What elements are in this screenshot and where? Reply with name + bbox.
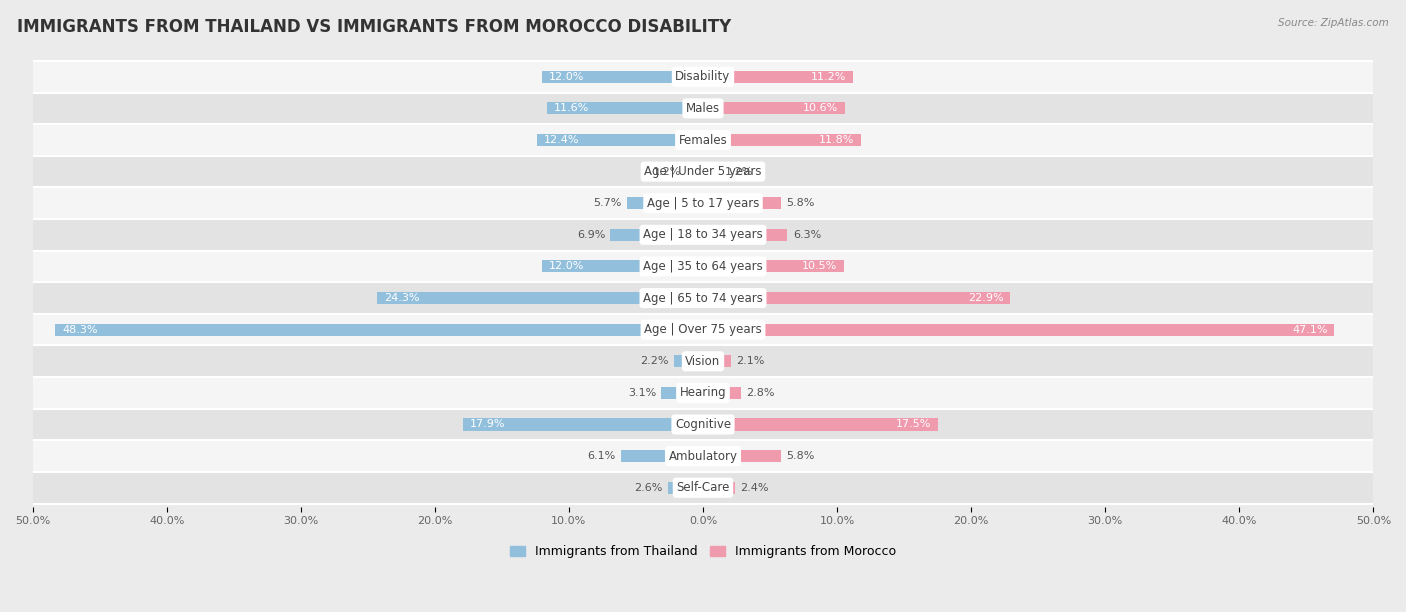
Bar — [537, 134, 703, 146]
Bar — [543, 71, 703, 83]
Text: 10.6%: 10.6% — [803, 103, 838, 113]
Bar — [377, 292, 703, 304]
Text: 6.1%: 6.1% — [588, 451, 616, 461]
Text: 48.3%: 48.3% — [62, 325, 97, 335]
Bar — [32, 346, 1374, 377]
Bar — [703, 71, 853, 83]
Text: Disability: Disability — [675, 70, 731, 83]
Bar — [703, 387, 741, 399]
Bar — [32, 440, 1374, 472]
Text: Vision: Vision — [685, 355, 721, 368]
Bar — [703, 197, 780, 209]
Bar — [703, 261, 844, 272]
Text: 1.2%: 1.2% — [654, 166, 682, 177]
Text: 24.3%: 24.3% — [384, 293, 419, 303]
Bar — [463, 419, 703, 430]
Bar — [703, 450, 780, 462]
Bar — [703, 134, 862, 146]
Text: 3.1%: 3.1% — [628, 388, 657, 398]
Text: 17.9%: 17.9% — [470, 419, 505, 430]
Text: 6.9%: 6.9% — [576, 230, 605, 240]
Bar — [55, 324, 703, 335]
Text: Hearing: Hearing — [679, 386, 727, 400]
Text: Self-Care: Self-Care — [676, 481, 730, 494]
Text: 47.1%: 47.1% — [1292, 325, 1327, 335]
Text: 5.8%: 5.8% — [786, 198, 814, 208]
Text: 2.1%: 2.1% — [737, 356, 765, 366]
Bar — [661, 387, 703, 399]
Bar — [543, 261, 703, 272]
Text: 2.4%: 2.4% — [741, 483, 769, 493]
Text: Age | Under 5 years: Age | Under 5 years — [644, 165, 762, 178]
Bar — [32, 409, 1374, 440]
Text: 2.2%: 2.2% — [640, 356, 668, 366]
Text: 10.5%: 10.5% — [801, 261, 837, 272]
Bar — [32, 61, 1374, 92]
Bar — [32, 156, 1374, 187]
Bar — [673, 356, 703, 367]
Bar — [703, 102, 845, 114]
Text: Ambulatory: Ambulatory — [668, 450, 738, 463]
Text: Source: ZipAtlas.com: Source: ZipAtlas.com — [1278, 18, 1389, 28]
Bar — [32, 282, 1374, 314]
Bar — [547, 102, 703, 114]
Text: 2.6%: 2.6% — [634, 483, 662, 493]
Bar — [621, 450, 703, 462]
Text: Age | 18 to 34 years: Age | 18 to 34 years — [643, 228, 763, 241]
Text: 2.8%: 2.8% — [747, 388, 775, 398]
Text: Age | 5 to 17 years: Age | 5 to 17 years — [647, 196, 759, 210]
Text: Age | 65 to 74 years: Age | 65 to 74 years — [643, 291, 763, 305]
Bar — [32, 124, 1374, 156]
Text: 11.2%: 11.2% — [811, 72, 846, 82]
Text: Age | Over 75 years: Age | Over 75 years — [644, 323, 762, 336]
Text: 5.7%: 5.7% — [593, 198, 621, 208]
Text: 12.0%: 12.0% — [548, 261, 583, 272]
Bar — [668, 482, 703, 494]
Text: Age | 35 to 64 years: Age | 35 to 64 years — [643, 260, 763, 273]
Text: Cognitive: Cognitive — [675, 418, 731, 431]
Text: 1.2%: 1.2% — [724, 166, 752, 177]
Bar — [32, 314, 1374, 346]
Bar — [703, 166, 718, 177]
Bar — [703, 229, 787, 241]
Text: Females: Females — [679, 133, 727, 146]
Text: 17.5%: 17.5% — [896, 419, 931, 430]
Text: Males: Males — [686, 102, 720, 115]
Bar — [703, 324, 1334, 335]
Text: 5.8%: 5.8% — [786, 451, 814, 461]
Bar — [32, 92, 1374, 124]
Text: IMMIGRANTS FROM THAILAND VS IMMIGRANTS FROM MOROCCO DISABILITY: IMMIGRANTS FROM THAILAND VS IMMIGRANTS F… — [17, 18, 731, 36]
Bar — [32, 187, 1374, 219]
Bar — [703, 419, 938, 430]
Bar — [610, 229, 703, 241]
Bar — [703, 292, 1010, 304]
Text: 22.9%: 22.9% — [967, 293, 1004, 303]
Bar — [32, 472, 1374, 504]
Legend: Immigrants from Thailand, Immigrants from Morocco: Immigrants from Thailand, Immigrants fro… — [505, 540, 901, 563]
Text: 11.8%: 11.8% — [820, 135, 855, 145]
Bar — [627, 197, 703, 209]
Bar — [688, 166, 703, 177]
Text: 11.6%: 11.6% — [554, 103, 589, 113]
Text: 6.3%: 6.3% — [793, 230, 821, 240]
Text: 12.4%: 12.4% — [544, 135, 579, 145]
Bar — [703, 482, 735, 494]
Bar — [32, 377, 1374, 409]
Bar — [32, 219, 1374, 251]
Bar — [703, 356, 731, 367]
Bar — [32, 251, 1374, 282]
Text: 12.0%: 12.0% — [548, 72, 583, 82]
